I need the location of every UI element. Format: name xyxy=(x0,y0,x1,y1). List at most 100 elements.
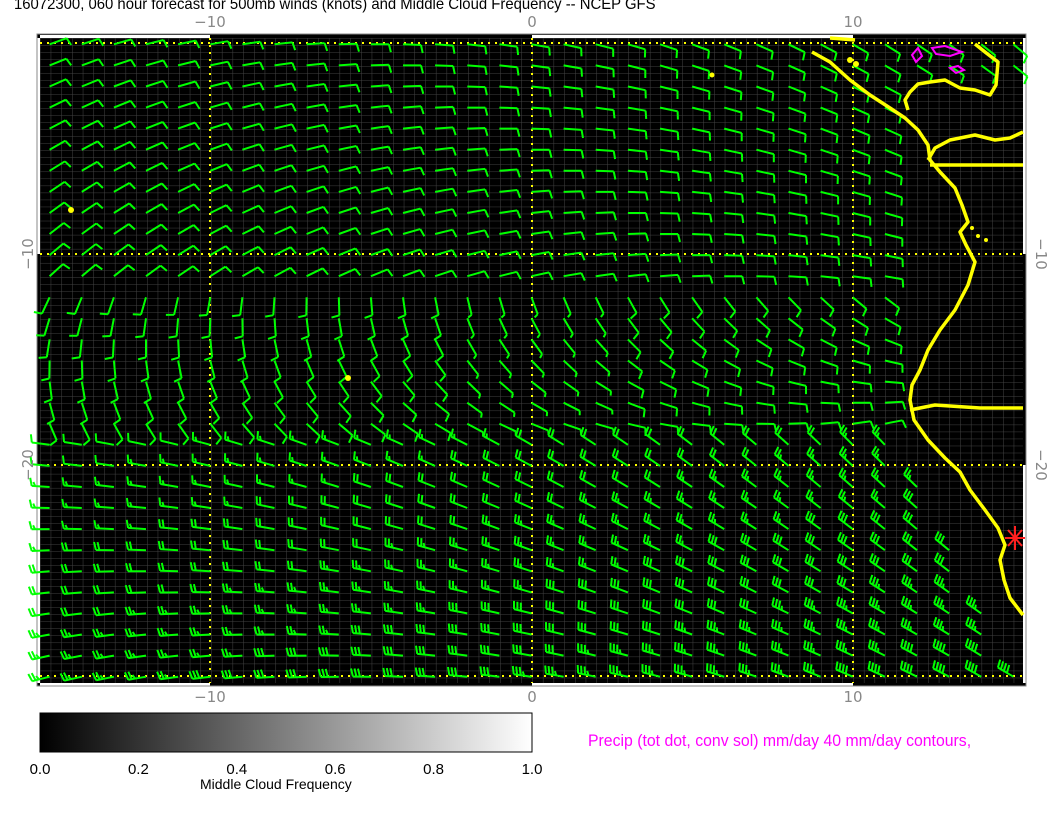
wind-barb xyxy=(402,125,425,135)
wind-barb xyxy=(965,595,982,615)
wind-barb xyxy=(756,106,775,122)
wind-barb xyxy=(709,425,725,446)
wind-barb xyxy=(547,427,565,446)
wind-barb xyxy=(771,554,789,573)
wind-barb xyxy=(353,429,372,446)
wind-barb xyxy=(113,423,124,446)
wind-barb xyxy=(595,127,616,139)
wind-barb xyxy=(480,601,500,615)
wind-barb xyxy=(274,184,297,194)
wind-barb xyxy=(595,106,616,119)
wind-barb xyxy=(531,169,553,179)
wind-barb xyxy=(868,596,886,615)
wind-barb xyxy=(170,339,181,361)
wind-barb xyxy=(338,104,361,114)
wind-barb xyxy=(300,318,310,341)
wind-barb xyxy=(41,360,51,382)
wind-barb xyxy=(206,360,216,383)
wind-barb xyxy=(48,222,71,235)
wind-barb xyxy=(467,106,489,116)
wind-barb xyxy=(338,42,360,52)
wind-barb xyxy=(49,119,72,130)
wind-barb xyxy=(498,380,514,398)
wind-barb xyxy=(338,206,362,215)
wind-barb xyxy=(306,205,329,215)
wind-barb xyxy=(29,477,50,488)
wind-barb xyxy=(338,402,352,424)
wind-barb xyxy=(191,431,211,446)
wind-barb xyxy=(256,474,275,488)
wind-barb xyxy=(691,148,712,162)
wind-barb xyxy=(449,471,468,488)
wind-barb xyxy=(499,229,522,239)
wind-barb xyxy=(319,538,339,552)
wind-barb xyxy=(370,145,393,155)
wind-barb xyxy=(145,223,168,235)
wind-barb xyxy=(594,317,607,338)
wind-barb xyxy=(352,494,372,509)
wind-barb xyxy=(723,338,740,358)
wind-barb xyxy=(241,225,265,235)
wind-barb xyxy=(319,560,339,573)
wind-barb xyxy=(788,64,806,81)
wind-barb xyxy=(306,185,329,194)
wind-barb xyxy=(724,275,746,285)
wind-barb xyxy=(93,520,114,531)
wind-barb xyxy=(691,190,713,203)
wind-barb xyxy=(241,381,251,404)
wind-barb xyxy=(157,540,179,552)
wind-barb xyxy=(901,531,918,551)
wind-barb xyxy=(113,202,136,214)
wind-barb xyxy=(481,514,500,531)
wind-barb xyxy=(674,641,693,657)
wind-barb xyxy=(480,622,500,636)
wind-barb xyxy=(402,187,426,196)
wind-barb xyxy=(254,561,275,573)
wind-barb xyxy=(156,605,179,616)
wind-barb xyxy=(210,81,233,90)
wind-barb xyxy=(932,616,950,636)
wind-barb xyxy=(609,664,629,678)
wind-barb xyxy=(820,85,839,103)
wind-barb xyxy=(499,250,522,260)
wind-barb xyxy=(627,380,645,399)
wind-barb xyxy=(382,624,404,636)
wind-barb xyxy=(868,617,886,636)
wind-barb xyxy=(691,85,711,100)
wind-barb xyxy=(707,511,725,530)
wind-barb xyxy=(756,254,777,265)
wind-barb xyxy=(145,39,169,48)
wind-barb xyxy=(787,317,804,338)
wind-barb xyxy=(190,518,211,531)
wind-barb xyxy=(788,169,807,184)
wind-barb xyxy=(771,618,789,636)
wind-barb xyxy=(708,447,725,467)
wind-barb xyxy=(285,647,307,657)
wind-barb xyxy=(577,643,596,657)
wind-barb xyxy=(738,640,757,657)
wind-barb xyxy=(449,493,468,509)
wind-barb xyxy=(145,162,169,172)
wind-barb xyxy=(402,166,426,176)
wind-barb xyxy=(1012,43,1029,64)
wind-barb xyxy=(513,535,532,552)
wind-barb xyxy=(563,401,581,416)
wind-barb xyxy=(113,120,137,130)
wind-barb xyxy=(466,317,475,340)
wind-barb xyxy=(869,553,886,573)
wind-barb xyxy=(867,639,886,657)
wind-barb xyxy=(641,642,661,657)
wind-barb xyxy=(49,98,72,109)
wind-barb xyxy=(338,63,361,73)
wind-barb xyxy=(659,43,679,59)
wind-barb xyxy=(400,318,409,341)
wind-barb xyxy=(659,359,676,379)
x-tick-top: 10 xyxy=(843,13,862,31)
wind-barb xyxy=(61,477,82,488)
wind-barb xyxy=(738,662,757,678)
wind-barb xyxy=(544,665,564,678)
x-tick-bottom: 0 xyxy=(527,688,537,706)
wind-barb xyxy=(274,266,297,278)
wind-barb xyxy=(318,625,339,636)
wind-barb xyxy=(578,534,597,552)
